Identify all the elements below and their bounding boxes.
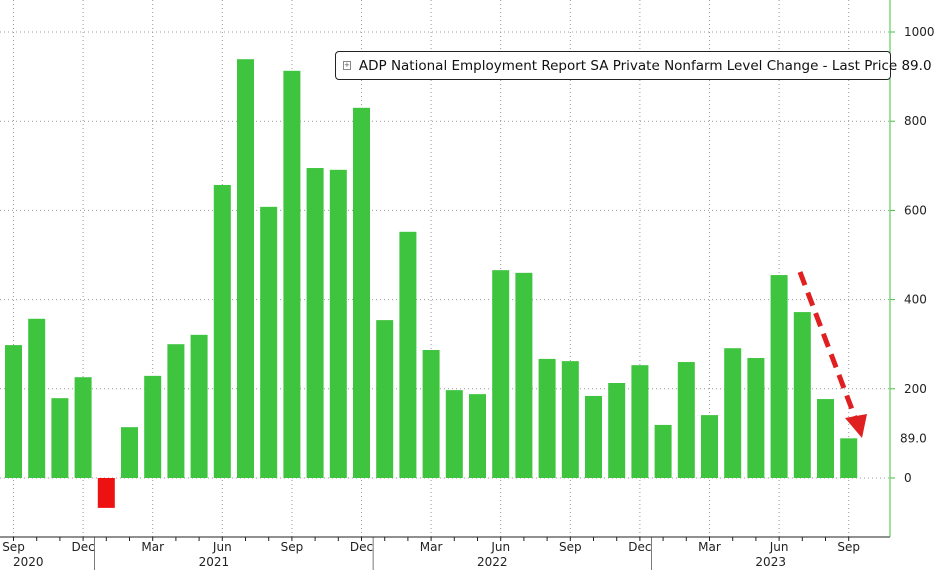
bar <box>654 424 672 478</box>
bar <box>724 348 742 478</box>
y-tick-label: 0 <box>904 471 912 485</box>
x-year-label: 2023 <box>755 555 786 569</box>
bar <box>817 399 834 478</box>
bar <box>608 383 626 478</box>
legend: + ADP National Employment Report SA Priv… <box>335 51 932 80</box>
bar <box>840 438 858 478</box>
bar <box>353 107 370 478</box>
bar <box>770 275 788 478</box>
bar <box>237 59 254 479</box>
bar <box>306 168 324 478</box>
x-tick-label: Sep <box>837 540 860 554</box>
bar <box>701 415 718 478</box>
bar <box>376 320 394 478</box>
bar <box>213 184 231 478</box>
bar <box>260 206 278 478</box>
bar <box>631 365 649 478</box>
bar <box>515 272 533 478</box>
x-tick-label: Jun <box>212 540 232 554</box>
legend-label: ADP National Employment Report SA Privat… <box>358 57 932 74</box>
bar <box>329 169 347 478</box>
bar <box>492 270 510 478</box>
trend-arrow-head <box>845 414 867 438</box>
last-price-box <box>896 430 940 447</box>
bar <box>538 358 556 478</box>
x-year-label: 2022 <box>477 555 508 569</box>
bar <box>5 345 22 478</box>
trend-arrow <box>797 271 859 421</box>
bar <box>283 70 301 478</box>
x-year-label: 2021 <box>199 555 230 569</box>
bar <box>190 334 208 478</box>
x-year-label: 2020 <box>13 555 44 569</box>
x-tick-label: Dec <box>628 540 651 554</box>
bar <box>677 362 695 478</box>
bar <box>793 312 811 478</box>
bar <box>28 318 46 478</box>
x-tick-label: Dec <box>71 540 94 554</box>
bar <box>144 375 162 478</box>
x-tick-label: Mar <box>420 540 443 554</box>
x-tick-label: Jun <box>769 540 789 554</box>
bar <box>167 344 185 478</box>
bar <box>399 231 417 478</box>
y-tick-label: 600 <box>904 203 927 217</box>
x-tick-label: Sep <box>2 540 25 554</box>
x-tick-label: Sep <box>559 540 582 554</box>
x-tick-label: Dec <box>350 540 373 554</box>
x-tick-label: Mar <box>698 540 721 554</box>
bar <box>74 377 92 478</box>
y-tick-label: 200 <box>904 382 927 396</box>
bar <box>422 349 440 478</box>
y-tick-label: 400 <box>904 293 927 307</box>
bar <box>469 394 486 478</box>
bar <box>51 398 69 478</box>
y-tick-label: 1000 <box>904 25 935 39</box>
x-tick-label: Sep <box>281 540 304 554</box>
expand-icon[interactable]: + <box>343 61 351 70</box>
bar <box>561 361 579 478</box>
x-tick-label: Jun <box>490 540 510 554</box>
y-tick-label: 800 <box>904 114 927 128</box>
bar <box>747 358 765 478</box>
bar <box>97 478 115 508</box>
x-tick-label: Mar <box>141 540 164 554</box>
bar <box>445 390 463 478</box>
bar <box>585 395 602 478</box>
bar <box>121 427 138 478</box>
last-price-label: 89.0 <box>900 431 927 445</box>
